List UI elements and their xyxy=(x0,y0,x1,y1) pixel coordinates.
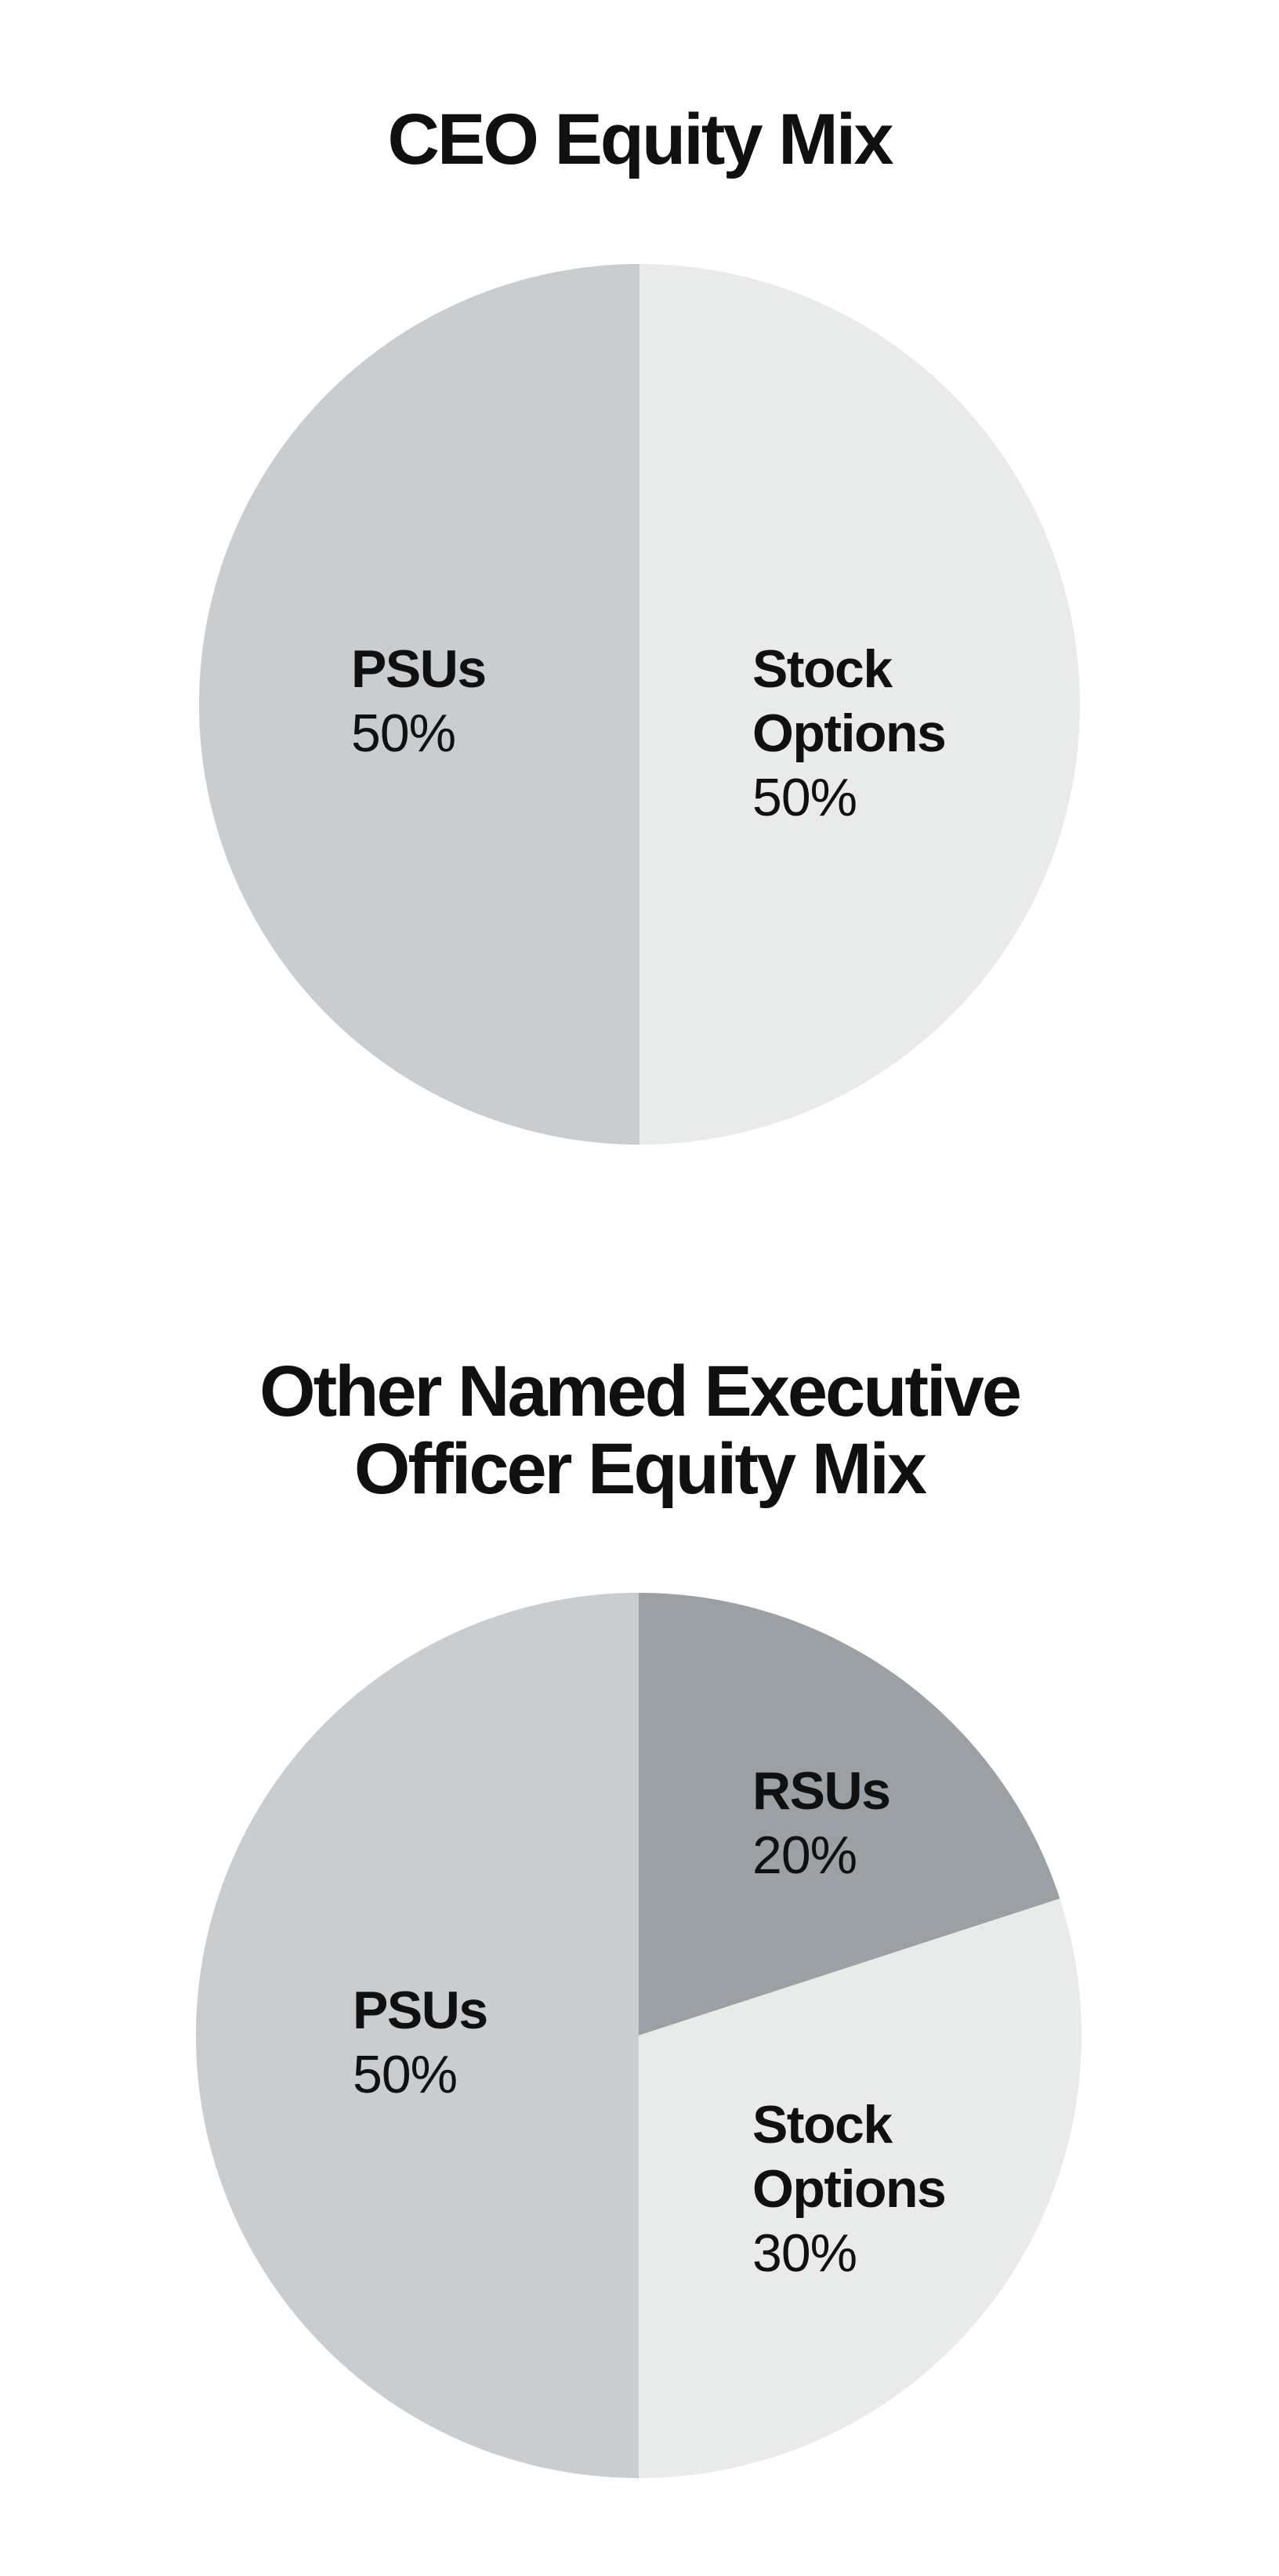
pie-slice-stock-options xyxy=(640,264,1080,1145)
slice-name: PSUs xyxy=(351,639,487,699)
slice-label-stock-options: Stock Options 30% xyxy=(752,2093,947,2285)
slice-name: Stock xyxy=(752,639,893,699)
chart-title-line: Other Named Executive xyxy=(259,1351,1022,1431)
slice-value: 20% xyxy=(752,1825,857,1885)
slice-name: PSUs xyxy=(353,1981,488,2040)
chart-title-line: CEO Equity Mix xyxy=(387,99,894,179)
slice-value: 50% xyxy=(752,768,857,827)
chart-title-line: Officer Equity Mix xyxy=(353,1429,927,1509)
slice-name: RSUs xyxy=(752,1761,891,1821)
slice-value: 50% xyxy=(351,704,456,763)
slice-label-psus: PSUs 50% xyxy=(351,637,487,765)
pie-slice-rsus xyxy=(639,1593,1060,2035)
slice-name: Options xyxy=(752,2159,947,2219)
slice-value: 50% xyxy=(353,2045,458,2104)
pie-slice-stock-options xyxy=(639,1898,1082,2478)
slice-value: 30% xyxy=(752,2223,857,2283)
slice-label-rsus: RSUs 20% xyxy=(752,1759,891,1887)
chart-title-other-neo-equity-mix: Other Named Executive Officer Equity Mix xyxy=(0,1353,1279,1508)
slice-name: Options xyxy=(752,704,947,763)
slice-label-psus: PSUs 50% xyxy=(353,1978,488,2107)
slice-label-stock-options: Stock Options 50% xyxy=(752,637,947,830)
other-neo-equity-mix-pie-chart xyxy=(196,1593,1082,2478)
pie-slice-psus xyxy=(196,1593,639,2478)
pie-slice-psus xyxy=(199,264,640,1145)
slice-name: Stock xyxy=(752,2095,893,2155)
chart-title-ceo-equity-mix: CEO Equity Mix xyxy=(0,101,1279,179)
ceo-equity-mix-pie-chart xyxy=(199,264,1080,1145)
